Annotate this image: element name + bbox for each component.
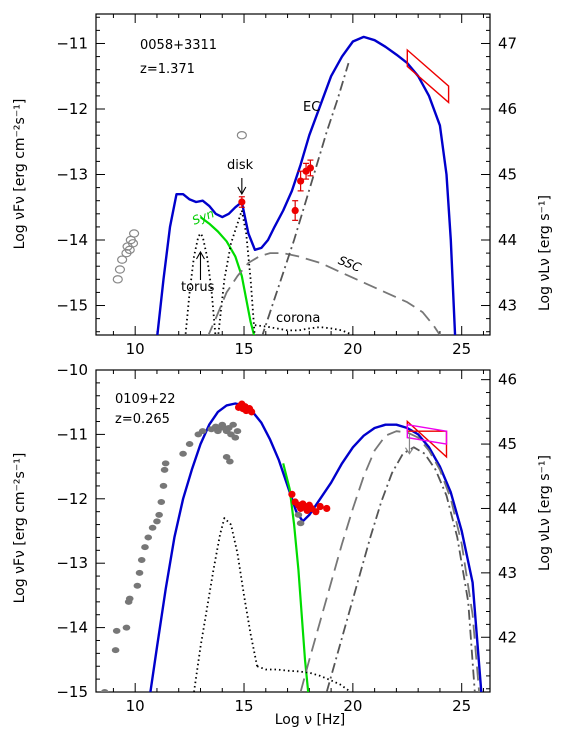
data-point-grey <box>135 569 144 576</box>
data-point-grey <box>231 434 240 441</box>
data-point-grey <box>198 428 207 435</box>
data-point-red <box>288 490 296 498</box>
y-tick-label: −10 <box>56 361 88 379</box>
plot-frame <box>95 369 491 693</box>
data-point-grey <box>157 499 166 506</box>
y-tick-label: −15 <box>56 297 88 315</box>
x-tick-label: 10 <box>126 697 145 715</box>
right-y-tick-label: 44 <box>498 499 517 517</box>
data-point-red <box>306 164 315 172</box>
data-point-grey <box>222 453 231 460</box>
x-tick-label: 20 <box>343 697 362 715</box>
disk-arrow-head <box>237 186 247 196</box>
plot-area <box>100 400 483 692</box>
sed-panel-bottom: 10 15 20 25 −10 −11 −12 −13 −14 −15 46 45 44 43 42 <box>56 361 517 715</box>
right-y-tick-label: 45 <box>498 435 517 453</box>
right-y-tick-label: 42 <box>498 628 517 646</box>
x-tick-label: 15 <box>234 697 253 715</box>
right-y-tick-label: 46 <box>498 100 517 118</box>
data-point-grey <box>144 534 153 541</box>
data-point-grey <box>155 511 163 518</box>
y-tick-label: −11 <box>56 425 88 443</box>
series-torus <box>184 232 217 335</box>
y-tick-label: −14 <box>56 231 88 249</box>
data-point-red <box>238 400 246 408</box>
data-point-red <box>242 406 250 415</box>
data-point-red <box>238 198 246 206</box>
data-point-grey <box>112 627 121 634</box>
data-point-red <box>248 408 256 416</box>
x-tick-label: 10 <box>126 340 145 358</box>
series-synchrotron <box>282 463 310 692</box>
x-tick-label: 25 <box>452 697 471 715</box>
series-synchrotron <box>199 216 256 335</box>
gamma-bowtie <box>406 48 450 104</box>
y-tick-label: −12 <box>56 490 88 508</box>
series-corona <box>254 324 355 335</box>
right-y-tick-label: 43 <box>498 297 517 315</box>
y-tick-label: −14 <box>56 619 88 637</box>
data-point-open <box>114 265 126 274</box>
data-point-grey <box>133 582 142 589</box>
data-point-grey <box>161 460 170 467</box>
data-point-red <box>323 504 331 513</box>
torus-arrow-head <box>196 250 205 260</box>
data-point-grey <box>233 428 242 435</box>
data-point-grey <box>100 689 109 692</box>
data-point-open <box>117 255 128 264</box>
right-y-tick-label: 44 <box>498 231 517 249</box>
right-y-tick-label: 45 <box>498 166 517 184</box>
data-point-grey <box>226 458 234 465</box>
data-point-grey <box>148 524 157 531</box>
data-point-open <box>128 229 140 238</box>
data-point-open <box>236 130 247 140</box>
data-point-red <box>291 206 299 215</box>
data-point-grey <box>122 624 131 631</box>
series-total <box>156 35 457 335</box>
series-total <box>149 402 483 692</box>
data-point-grey <box>125 595 134 602</box>
data-point-grey <box>160 466 169 473</box>
series-disk <box>193 517 258 692</box>
data-point-grey <box>179 450 187 457</box>
right-y-tick-label: 47 <box>498 34 517 52</box>
y-tick-label: −11 <box>56 34 88 52</box>
y-tick-label: −13 <box>56 554 88 572</box>
y-tick-label: −12 <box>56 100 88 118</box>
right-y-tick-label: 46 <box>498 371 517 389</box>
data-point-grey <box>153 518 161 525</box>
gamma-bowtie-alt <box>406 423 448 445</box>
data-point-red <box>297 177 305 185</box>
data-point-red <box>316 502 324 511</box>
x-tick-label: 25 <box>452 340 471 358</box>
plot-area <box>112 35 457 335</box>
x-tick-label: 15 <box>234 340 253 358</box>
x-tick-label: 20 <box>343 340 362 358</box>
data-point-red <box>312 508 320 516</box>
series-ec <box>325 446 476 692</box>
data-point-grey <box>229 421 237 428</box>
upper-limit-arrow <box>404 447 414 455</box>
data-point-grey <box>294 511 303 518</box>
data-point-grey <box>159 482 168 489</box>
sed-panel-top: 10 15 20 25 −11 −12 −13 −14 −15 47 46 45 44 43 <box>56 13 517 358</box>
data-point-grey <box>137 556 146 563</box>
y-tick-label: −15 <box>56 683 88 701</box>
data-point-grey <box>111 647 120 654</box>
plot-frame <box>95 13 491 336</box>
y-tick-label: −13 <box>56 166 88 184</box>
data-point-open <box>112 275 123 284</box>
data-point-grey <box>296 520 305 527</box>
data-point-grey <box>185 441 194 448</box>
series-ssc <box>207 252 441 335</box>
series-ssc <box>299 430 480 692</box>
data-point-open <box>127 239 139 248</box>
right-y-tick-label: 43 <box>498 564 517 582</box>
series-ec <box>261 62 350 335</box>
data-point-grey <box>141 544 149 551</box>
